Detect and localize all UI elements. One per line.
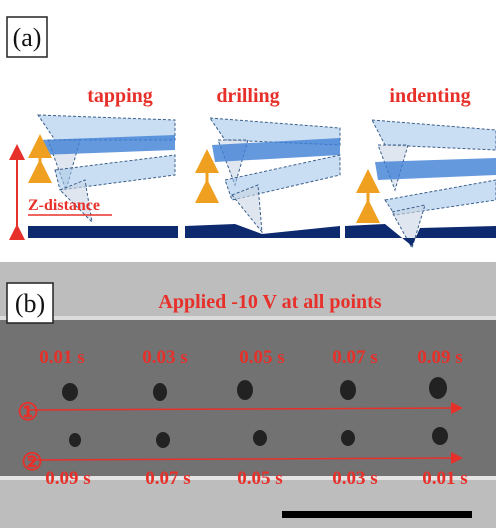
time-label: 0.05 s xyxy=(237,468,282,489)
time-label: 0.03 s xyxy=(142,347,187,368)
panel-a: (a) tapping drilling indenting Z-distanc… xyxy=(7,17,496,248)
mode-label: drilling xyxy=(216,85,279,107)
panel-label: (a) xyxy=(13,23,42,52)
cantilever-drilling xyxy=(185,118,340,238)
row-marker: ② xyxy=(21,450,43,476)
panel-b: (b) Applied -10 V at all points 0.01 s 0.… xyxy=(0,262,496,528)
time-label: 0.05 s xyxy=(239,347,284,368)
time-label: 0.09 s xyxy=(45,468,90,489)
time-label: 0.07 s xyxy=(332,347,377,368)
time-label: 0.01 s xyxy=(39,347,84,368)
time-label: 0.09 s xyxy=(417,347,462,368)
mode-label: tapping xyxy=(87,85,153,107)
time-label: 0.01 s xyxy=(422,468,467,489)
panel-title: Applied -10 V at all points xyxy=(158,291,381,313)
time-label: 0.07 s xyxy=(145,468,190,489)
row-marker: ① xyxy=(17,400,39,426)
cantilever-tapping xyxy=(17,115,178,238)
panel-label: (b) xyxy=(15,289,45,318)
cantilever-indenting xyxy=(345,120,496,248)
figure: (a) tapping drilling indenting Z-distanc… xyxy=(0,0,496,528)
mode-label: indenting xyxy=(389,85,470,107)
scale-bar xyxy=(282,511,472,518)
z-label: Z-distance xyxy=(28,197,100,214)
time-label: 0.03 s xyxy=(332,468,377,489)
